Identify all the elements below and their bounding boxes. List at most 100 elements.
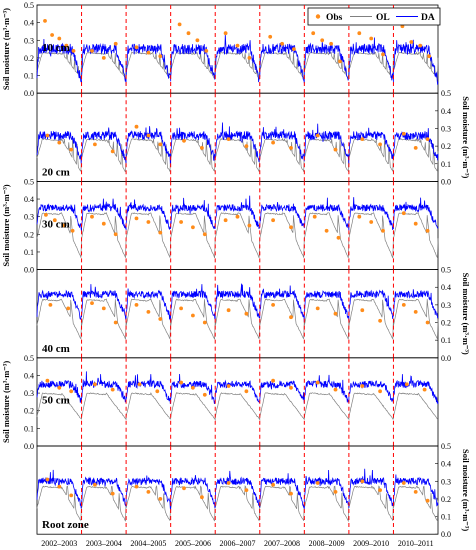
obs-point — [57, 385, 62, 390]
y-tick-label: 0.3 — [24, 213, 34, 222]
obs-point — [336, 235, 341, 240]
obs-point — [226, 481, 231, 485]
obs-point — [182, 138, 186, 143]
obs-point — [235, 43, 240, 48]
panel-2: 0.0 0.1 0.2 0.3 0.4 0.5 Soil moisture (m³·m⁻³)… — [36, 89, 471, 186]
panels-layer: 0.0 0.1 0.2 0.3 0.4 0.5 Soil moisture (m³·m⁻³)… — [1, 1, 471, 539]
obs-point — [289, 146, 293, 150]
obs-point — [134, 216, 139, 221]
y-tick-label: 0.1 — [24, 248, 34, 257]
series-DA — [36, 371, 439, 405]
obs-point — [158, 497, 163, 501]
obs-point — [191, 385, 195, 390]
y-axis-label: Soil moisture (m³·m⁻³) — [1, 361, 11, 443]
obs-point — [280, 41, 284, 46]
obs-point — [158, 54, 163, 59]
obs-point — [146, 133, 151, 138]
obs-point — [69, 147, 74, 152]
obs-point — [378, 142, 382, 147]
obs-point — [357, 214, 362, 219]
obs-point — [204, 49, 209, 53]
y-tick-label: 0.3 — [441, 124, 451, 133]
depth-label: 40 cm — [42, 343, 70, 355]
y-tick-label: 0.5 — [441, 266, 451, 275]
year-label: 2004–2005 — [130, 539, 166, 548]
obs-point — [324, 228, 329, 233]
obs-point — [202, 320, 207, 325]
y-tick-label: 0.3 — [441, 477, 451, 486]
obs-point — [425, 320, 430, 325]
obs-point — [289, 385, 293, 390]
obs-point — [369, 36, 374, 41]
obs-point — [195, 38, 200, 43]
series-OL — [36, 137, 439, 173]
obs-point — [134, 45, 139, 50]
y-axis-label: Soil moisture (m³·m⁻³) — [461, 449, 471, 531]
obs-point — [52, 218, 57, 223]
y-tick-label: 0.2 — [24, 54, 34, 63]
y-tick-label: 0.3 — [441, 301, 451, 310]
obs-point — [64, 43, 69, 48]
obs-point — [271, 218, 275, 223]
obs-point — [134, 484, 139, 489]
y-tick-label: 0.5 — [24, 177, 34, 186]
year-label: 2003–2004 — [86, 539, 122, 548]
y-tick-label: 0.4 — [24, 19, 34, 28]
obs-point — [69, 493, 74, 498]
obs-point — [425, 228, 430, 233]
panel-1: 0.0 0.1 0.2 0.3 0.4 0.5 Soil moisture (m³·m⁻³)… — [1, 1, 439, 98]
year-label: 2005–2006 — [175, 539, 211, 548]
obs-point — [110, 387, 115, 392]
year-label: 2006–2007 — [220, 539, 256, 548]
series-DA — [36, 195, 439, 233]
obs-point — [360, 137, 365, 142]
series-OL — [36, 212, 439, 259]
series-DA — [36, 34, 439, 86]
series-DA — [36, 122, 439, 165]
year-label: 2008–2009 — [309, 539, 345, 548]
y-tick-label: 0.4 — [24, 195, 34, 204]
obs-point — [90, 214, 94, 219]
obs-point — [244, 389, 249, 394]
obs-point — [44, 213, 48, 217]
y-tick-label: 0.1 — [24, 72, 34, 81]
year-label: 2002–2003 — [41, 539, 77, 548]
y-tick-label: 0.4 — [441, 460, 451, 469]
series-DA — [36, 468, 439, 510]
obs-point — [320, 38, 325, 43]
y-tick-label: 0.2 — [441, 319, 451, 328]
depth-label: 10 cm — [42, 42, 70, 54]
obs-point — [422, 387, 427, 392]
obs-point — [268, 34, 273, 39]
panel-frame — [36, 269, 439, 359]
obs-point — [401, 481, 406, 485]
y-axis-label: Soil moisture (m³·m⁻³) — [461, 273, 471, 355]
obs-point — [186, 31, 191, 36]
obs-point — [182, 486, 186, 491]
y-axis-label: Soil moisture (m³·m⁻³) — [1, 8, 11, 90]
obs-point — [333, 311, 338, 316]
obs-point — [226, 384, 231, 388]
y-tick-label: 0.1 — [441, 160, 451, 169]
obs-point — [179, 220, 184, 224]
panel-frame — [36, 445, 439, 535]
obs-point — [101, 56, 106, 60]
y-tick-label: 0.1 — [24, 424, 34, 433]
obs-point — [179, 380, 184, 385]
obs-point — [134, 303, 139, 307]
obs-point — [45, 477, 50, 482]
panel-frame — [36, 180, 439, 270]
y-tick-label: 0.3 — [24, 36, 34, 45]
panel-frame — [36, 357, 439, 447]
obs-point — [113, 320, 118, 325]
obs-point — [48, 303, 53, 307]
obs-point — [93, 382, 97, 387]
obs-point — [57, 36, 62, 41]
legend-ol-label: OL — [376, 13, 390, 23]
obs-point — [289, 491, 293, 496]
y-tick-label: 0.3 — [24, 389, 34, 398]
obs-point — [93, 482, 97, 487]
obs-point — [369, 220, 374, 224]
obs-point — [357, 31, 362, 36]
